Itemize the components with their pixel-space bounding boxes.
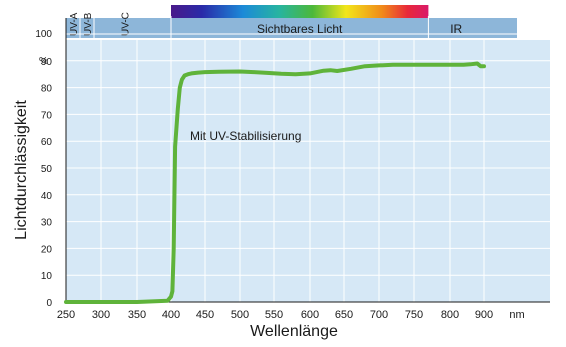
x-tick-label: 550 xyxy=(265,309,283,321)
x-tick-label: 700 xyxy=(370,309,388,321)
y-tick-label: 0 xyxy=(46,298,52,309)
x-tick-label: 750 xyxy=(405,309,423,321)
x-tick-label: 500 xyxy=(231,309,249,321)
band-header xyxy=(66,18,517,38)
x-tick-label: 800 xyxy=(441,309,459,321)
series-label: Mit UV-Stabilisierung xyxy=(190,129,301,143)
y-tick-label: 10 xyxy=(41,271,53,282)
y-tick-label: 60 xyxy=(41,137,53,148)
y-unit-label: % xyxy=(39,56,48,67)
plot-area xyxy=(66,40,550,302)
x-tick-label: 250 xyxy=(57,309,75,321)
y-tick-label: 100 xyxy=(35,29,52,40)
x-tick-label: 350 xyxy=(128,309,146,321)
band-label-sichtbares-licht: Sichtbares Licht xyxy=(257,22,343,36)
spectrum-bar xyxy=(171,5,429,18)
y-tick-label: 30 xyxy=(41,218,53,229)
x-tick-label: 600 xyxy=(301,309,319,321)
x-unit-label: nm xyxy=(509,309,524,321)
y-tick-label: 70 xyxy=(41,110,53,121)
band-label-ir: IR xyxy=(450,22,462,36)
series-line-0 xyxy=(64,61,486,304)
x-tick-label: 450 xyxy=(196,309,214,321)
x-axis-title: Wellenlänge xyxy=(250,323,338,340)
y-axis-title: Lichtdurchlässigkeit xyxy=(13,100,30,240)
band-label-uv-b: UV-B xyxy=(83,12,94,36)
x-tick-label: 650 xyxy=(335,309,353,321)
band-label-uv-a: UV-A xyxy=(69,12,80,36)
x-tick-label: 400 xyxy=(162,309,180,321)
x-tick-label: 300 xyxy=(92,309,110,321)
y-tick-label: 40 xyxy=(41,191,53,202)
x-tick-label: 900 xyxy=(475,309,493,321)
y-tick-label: 20 xyxy=(41,244,53,255)
band-label-uv-c: UV-C xyxy=(121,12,132,36)
y-tick-label: 90 xyxy=(41,57,53,68)
y-tick-label: 80 xyxy=(41,84,53,95)
y-tick-label: 50 xyxy=(41,164,53,175)
